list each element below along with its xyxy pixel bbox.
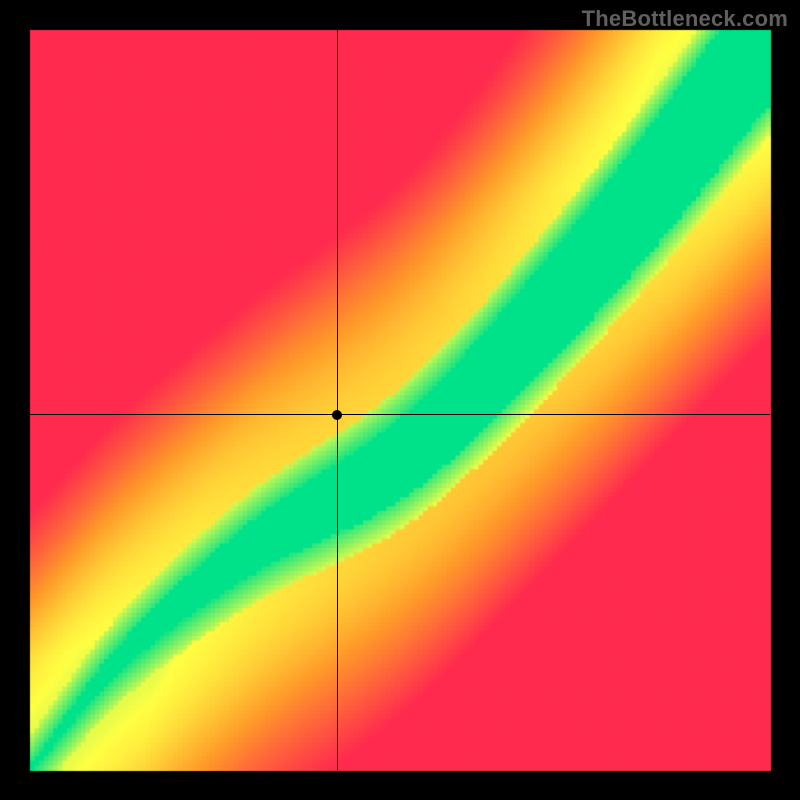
crosshair-vertical — [337, 30, 338, 770]
heatmap-canvas — [0, 0, 800, 800]
watermark-text: TheBottleneck.com — [582, 6, 788, 32]
chart-container: TheBottleneck.com — [0, 0, 800, 800]
crosshair-marker — [332, 410, 342, 420]
plot-area — [0, 0, 800, 800]
crosshair-horizontal — [30, 414, 770, 415]
